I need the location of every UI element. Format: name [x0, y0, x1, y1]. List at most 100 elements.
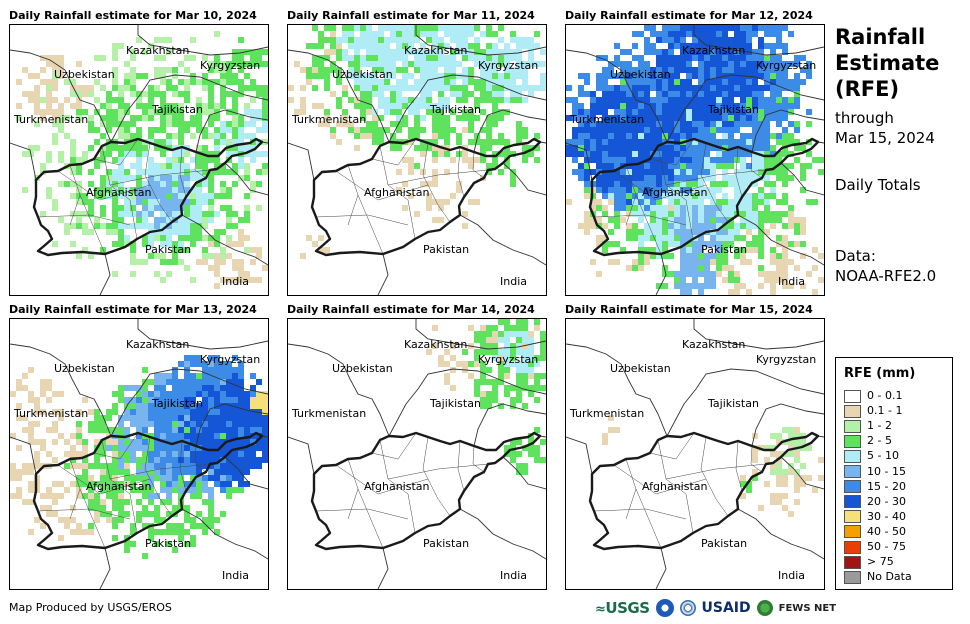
- province-border: [144, 142, 161, 206]
- legend-item: 10 - 15: [844, 465, 906, 478]
- province-border: [472, 445, 485, 473]
- map-credit: Map Produced by USGS/EROS: [9, 601, 172, 614]
- country-label-pakistan: Pakistan: [423, 243, 470, 256]
- legend-item: 15 - 20: [844, 480, 906, 494]
- province-border: [57, 170, 151, 201]
- fews-globe-icon: [756, 600, 773, 616]
- country-border: [388, 74, 546, 143]
- country-border: [693, 25, 824, 56]
- country-label-kazakhstan: Kazakhstan: [404, 338, 468, 351]
- province-border: [422, 436, 439, 500]
- country-border: [655, 253, 667, 295]
- province-border: [335, 464, 429, 495]
- province-border: [613, 170, 707, 201]
- country-label-india: India: [222, 275, 249, 288]
- afghanistan-border: [588, 431, 820, 551]
- country-border: [99, 253, 111, 295]
- legend-swatch: [844, 404, 861, 418]
- province-border: [347, 164, 359, 226]
- panel-title: Daily Rainfall estimate for Mar 15, 2024: [565, 303, 813, 316]
- province-border: [179, 146, 187, 198]
- rainfall-layer: [16, 55, 268, 289]
- country-border: [377, 253, 389, 295]
- province-border: [649, 432, 695, 460]
- legend-item: No Data: [844, 570, 912, 584]
- country-border: [99, 547, 111, 589]
- rainfall-map: Kazakhstan Kyrgyzstan Uzbekistan Tajikistan…: [9, 24, 269, 296]
- province-border: [685, 493, 694, 534]
- title-line-3: (RFE): [835, 77, 900, 101]
- country-label-tajikistan: Tajikistan: [708, 103, 759, 116]
- rainfall-map: Kazakhstan Kyrgyzstan Uzbekistan Tajikistan…: [565, 24, 825, 296]
- afghanistan-border: [588, 137, 820, 257]
- country-border: [110, 368, 268, 437]
- country-border: [10, 343, 112, 437]
- legend-swatch: [844, 449, 861, 463]
- legend-label: 2 - 5: [867, 434, 892, 448]
- country-border: [181, 214, 268, 266]
- legend-item: > 75: [844, 555, 894, 569]
- country-label-uzbekistan: Uzbekistan: [610, 362, 671, 375]
- province-border: [194, 445, 207, 473]
- legend-label: 50 - 75: [867, 540, 906, 553]
- country-label-afghanistan: Afghanistan: [364, 186, 430, 199]
- country-border: [137, 25, 268, 56]
- province-border: [407, 199, 416, 240]
- country-label-uzbekistan: Uzbekistan: [54, 68, 115, 81]
- panel-title: Daily Rainfall estimate for Mar 11, 2024: [287, 9, 535, 22]
- legend-label: 0.1 - 1: [867, 404, 903, 418]
- country-label-india: India: [778, 569, 805, 582]
- province-border: [129, 199, 138, 240]
- country-label-turkmenistan: Turkmenistan: [292, 113, 367, 126]
- legend-label: No Data: [867, 570, 912, 584]
- usgs-logo: ≈USGS: [595, 599, 650, 617]
- country-border: [459, 508, 546, 560]
- country-border: [110, 74, 268, 143]
- country-label-kazakhstan: Kazakhstan: [404, 44, 468, 57]
- province-border: [700, 436, 717, 500]
- country-label-kazakhstan: Kazakhstan: [126, 338, 190, 351]
- legend-swatch: [844, 540, 861, 554]
- legend-swatch: [844, 525, 861, 539]
- legend-item: 0.1 - 1: [844, 404, 903, 418]
- noaa-logo-icon: [655, 599, 674, 617]
- province-border: [109, 169, 211, 186]
- province-border: [357, 194, 384, 255]
- legend-item: 20 - 30: [844, 494, 906, 509]
- legend-item: 2 - 5: [844, 434, 892, 448]
- province-border: [750, 445, 763, 473]
- country-label-tajikistan: Tajikistan: [152, 397, 203, 410]
- legend-label: 20 - 30: [867, 494, 906, 508]
- daily-totals-label: Daily Totals: [835, 176, 921, 194]
- province-border: [109, 463, 211, 480]
- data-source: NOAA-RFE2.0: [835, 267, 937, 285]
- rainfall-map: Kazakhstan Kyrgyzstan Uzbekistan Tajikistan…: [565, 318, 825, 590]
- rainfall-map: Kazakhstan Kyrgyzstan Uzbekistan Tajikistan…: [287, 318, 547, 590]
- title-line-1: Rainfall: [835, 25, 926, 49]
- legend-swatch: [844, 510, 861, 524]
- rainfall-layer: [740, 475, 758, 493]
- country-border: [502, 456, 546, 490]
- province-border: [79, 488, 106, 549]
- province-border: [335, 170, 429, 201]
- province-border: [57, 464, 151, 495]
- country-label-kazakhstan: Kazakhstan: [682, 338, 746, 351]
- province-border: [179, 440, 187, 492]
- province-border: [315, 508, 409, 520]
- legend-swatch: [844, 389, 861, 403]
- nasa-seal-icon: [679, 600, 696, 616]
- legend-swatch: [844, 480, 861, 494]
- legend-label: 10 - 15: [867, 464, 906, 478]
- country-border: [459, 214, 546, 266]
- province-border: [387, 463, 489, 480]
- country-border: [566, 343, 668, 437]
- legend-label: 1 - 2: [867, 419, 892, 433]
- province-border: [750, 151, 763, 179]
- province-border: [347, 458, 359, 520]
- country-label-kyrgyzstan: Kyrgyzstan: [478, 59, 539, 72]
- main-title: Rainfall Estimate (RFE): [835, 24, 939, 102]
- country-label-uzbekistan: Uzbekistan: [54, 362, 115, 375]
- country-label-pakistan: Pakistan: [701, 537, 748, 550]
- province-border: [613, 464, 707, 495]
- legend-swatch: [844, 570, 861, 584]
